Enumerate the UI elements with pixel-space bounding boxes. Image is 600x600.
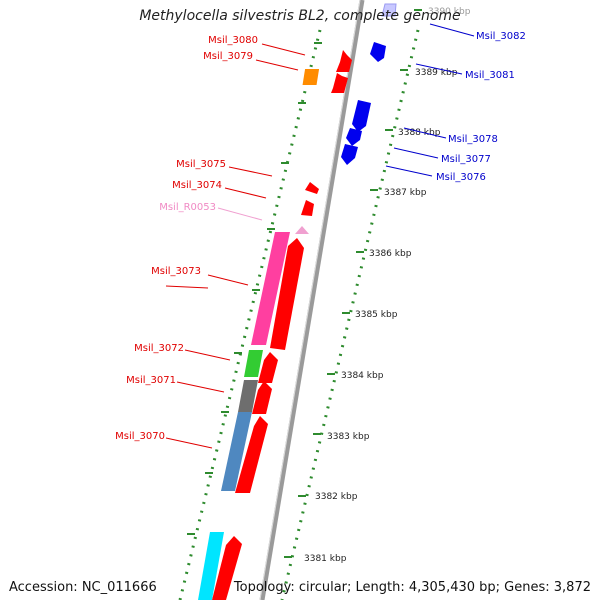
reverse-strand-genes bbox=[341, 3, 397, 165]
label-msil-3073[interactable]: Msil_3073 bbox=[151, 266, 201, 277]
label-msil-r0053[interactable]: Msil_R0053 bbox=[159, 202, 216, 213]
tick-label: 3388 kbp bbox=[398, 128, 441, 138]
gene-msil-r0053[interactable] bbox=[295, 226, 309, 234]
gene-msil-3079[interactable] bbox=[331, 73, 348, 93]
right-ruler-ticks bbox=[284, 9, 422, 558]
gene-cyan-bottom[interactable] bbox=[198, 532, 224, 600]
label-msil-3076[interactable]: Msil_3076 bbox=[436, 172, 486, 183]
ruler-right bbox=[280, 29, 420, 600]
label-msil-3074[interactable]: Msil_3074 bbox=[172, 180, 222, 191]
gene-msil-3076[interactable] bbox=[341, 144, 358, 165]
label-msil-3075[interactable]: Msil_3075 bbox=[176, 159, 226, 170]
genome-backbone-highlight bbox=[259, 0, 361, 600]
tick-label: 3386 kbp bbox=[369, 249, 412, 259]
tick-label: 3387 kbp bbox=[384, 188, 427, 198]
gene-red-bottom[interactable] bbox=[212, 536, 242, 600]
gene-msil-3078[interactable] bbox=[352, 100, 371, 132]
gene-msil-3075[interactable] bbox=[305, 182, 319, 194]
left-ruler-ticks bbox=[187, 42, 322, 535]
gene-msil-3080[interactable] bbox=[336, 50, 352, 72]
forward-strand-genes bbox=[198, 50, 352, 600]
tick-label: 3384 kbp bbox=[341, 371, 384, 381]
gene-msil-3077[interactable] bbox=[346, 128, 362, 146]
tick-label: 3390 kbp bbox=[428, 7, 471, 17]
label-msil-3080[interactable]: Msil_3080 bbox=[208, 35, 258, 46]
label-msil-3072[interactable]: Msil_3072 bbox=[134, 343, 184, 354]
genome-backbone bbox=[259, 0, 365, 600]
gene-msil-3073[interactable] bbox=[270, 238, 304, 350]
label-msil-3081[interactable]: Msil_3081 bbox=[465, 70, 515, 81]
gene-msil-3070-blue[interactable] bbox=[221, 412, 252, 491]
tick-label: 3381 kbp bbox=[304, 554, 347, 564]
label-msil-3070[interactable]: Msil_3070 bbox=[115, 431, 165, 442]
accession-text: Accession: NC_011666 bbox=[9, 580, 157, 595]
gene-msil-3072[interactable] bbox=[258, 352, 278, 383]
gene-msil-3074[interactable] bbox=[301, 200, 314, 216]
gene-msil-3081[interactable] bbox=[370, 42, 386, 62]
right-gene-labels: Msil_3082 Msil_3081 Msil_3078 Msil_3077 … bbox=[436, 31, 526, 183]
label-msil-3077[interactable]: Msil_3077 bbox=[441, 154, 491, 165]
tick-label: 3385 kbp bbox=[355, 310, 398, 320]
tick-labels: 3390 kbp 3389 kbp 3388 kbp 3387 kbp 3386… bbox=[304, 7, 471, 564]
tick-label: 3383 kbp bbox=[327, 432, 370, 442]
gene-msil-3073-pink[interactable] bbox=[251, 232, 290, 345]
left-gene-labels: Msil_3080 Msil_3079 Msil_3075 Msil_3074 … bbox=[115, 35, 258, 442]
ruler-left bbox=[178, 29, 322, 600]
gene-msil-3072-green[interactable] bbox=[244, 350, 263, 377]
gene-msil-3079-orange[interactable] bbox=[302, 69, 320, 85]
gene-msil-3082[interactable] bbox=[381, 3, 397, 17]
tick-label: 3389 kbp bbox=[415, 68, 458, 78]
map-title: Methylocella silvestris BL2, complete ge… bbox=[139, 8, 461, 24]
label-msil-3079[interactable]: Msil_3079 bbox=[203, 51, 253, 62]
label-msil-3071[interactable]: Msil_3071 bbox=[126, 375, 176, 386]
gene-msil-3071[interactable] bbox=[252, 381, 272, 414]
gene-msil-3071-gray[interactable] bbox=[238, 380, 258, 412]
left-leader-lines bbox=[165, 43, 306, 449]
tick-label: 3382 kbp bbox=[315, 492, 358, 502]
genome-summary-text: Topology: circular; Length: 4,305,430 bp… bbox=[233, 580, 591, 595]
gene-msil-3070[interactable] bbox=[235, 416, 268, 493]
label-msil-3078[interactable]: Msil_3078 bbox=[448, 134, 498, 145]
label-msil-3082[interactable]: Msil_3082 bbox=[476, 31, 526, 42]
right-leader-lines bbox=[385, 23, 475, 177]
rna-leader-line bbox=[217, 207, 263, 221]
